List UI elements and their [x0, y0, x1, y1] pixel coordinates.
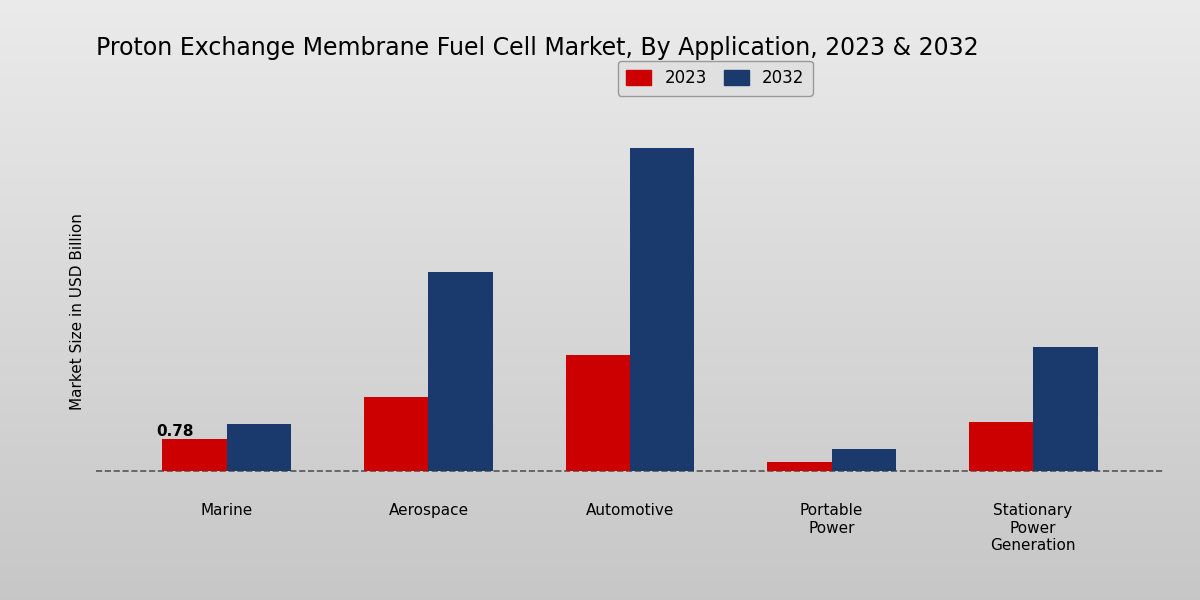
Bar [1033, 347, 1098, 471]
Bar [162, 439, 227, 471]
Legend: 2023, 2032: 2023, 2032 [618, 61, 812, 96]
Bar [767, 462, 832, 471]
Bar [364, 397, 428, 471]
Text: Proton Exchange Membrane Fuel Cell Market, By Application, 2023 & 2032: Proton Exchange Membrane Fuel Cell Marke… [96, 36, 979, 60]
Bar [630, 148, 695, 471]
Bar [565, 355, 630, 471]
Bar [428, 272, 493, 471]
Y-axis label: Market Size in USD Billion: Market Size in USD Billion [70, 214, 85, 410]
Bar [968, 422, 1033, 471]
Bar [227, 424, 292, 471]
Bar [832, 449, 896, 471]
Text: 0.78: 0.78 [156, 424, 193, 439]
